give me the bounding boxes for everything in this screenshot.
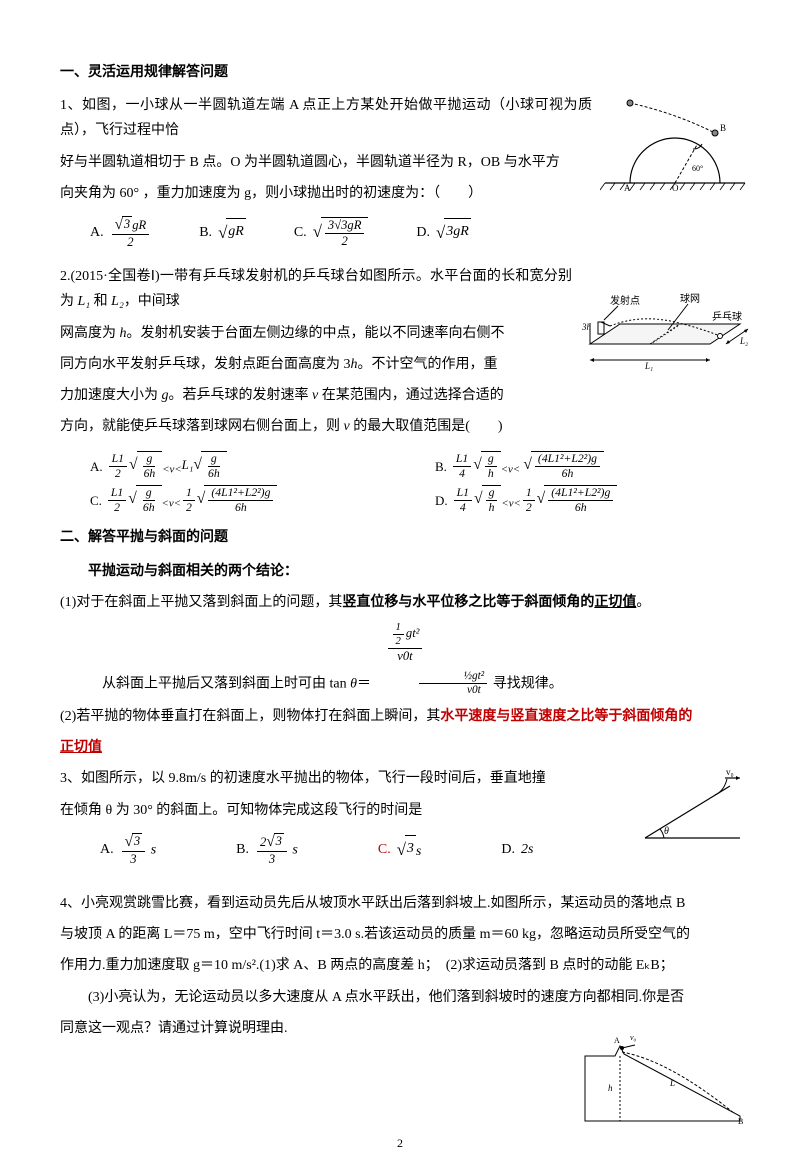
- svg-text:v₀: v₀: [726, 767, 734, 777]
- section-2-sub: 平抛运动与斜面相关的两个结论：: [60, 559, 750, 584]
- q4-line1: 4、小亮观赏跳雪比赛，看到运动员先后从坡顶水平跃出后落到斜坡上.如图所示，某运动…: [60, 891, 750, 916]
- q1-options: A. 3gR2 B. gR C. 3√3gR2 D. 3gR: [90, 216, 750, 250]
- q1-opt-a: A. 3gR2: [90, 216, 151, 250]
- figure-q2: 发射点 球网 乒乓球 3h L₁ L₂: [580, 284, 750, 383]
- q2-opt-c: C. L12g6h<v<12(4L1²+L2²)g6h: [90, 485, 405, 515]
- svg-text:θ: θ: [664, 826, 669, 837]
- q2-options: A. L12g6h<v<L₁g6h B. L14gh<v< (4L1²+L2²)…: [90, 451, 750, 515]
- conclusion-1-formula: 12gt²v0t: [60, 621, 750, 664]
- svg-text:O: O: [672, 183, 679, 193]
- svg-text:L₂: L₂: [739, 336, 748, 346]
- conclusion-2b: 正切值: [60, 735, 750, 760]
- q4-line4: (3)小亮认为，无论运动员以多大速度从 A 点水平跃出，他们落到斜坡时的速度方向…: [60, 985, 750, 1010]
- q1-opt-c: C. 3√3gR2: [294, 217, 369, 249]
- conclusion-2: (2)若平抛的物体垂直打在斜面上，则物体打在斜面上瞬间，其水平速度与竖直速度之比…: [60, 704, 750, 729]
- svg-text:发射点: 发射点: [610, 294, 640, 307]
- q2-opt-a: A. L12g6h<v<L₁g6h: [90, 451, 405, 481]
- svg-text:球网: 球网: [680, 292, 700, 305]
- svg-text:B: B: [738, 1117, 743, 1126]
- section-1-title: 一、灵活运用规律解答问题: [60, 60, 750, 85]
- svg-text:乒乓球: 乒乓球: [712, 310, 742, 323]
- q3-opt-c: C. 3s: [378, 835, 422, 865]
- opt-label: C.: [294, 220, 307, 245]
- conclusion-1: (1)对于在斜面上平抛又落到斜面上的问题，其竖直位移与水平位移之比等于斜面倾角的…: [60, 590, 750, 615]
- svg-text:L: L: [669, 1078, 675, 1088]
- q2-opt-d: D. L14gh<v<12(4L1²+L2²)g6h: [435, 485, 750, 515]
- page-number: 2: [397, 1133, 403, 1155]
- svg-text:A: A: [624, 183, 631, 193]
- q2-opt-b: B. L14gh<v< (4L1²+L2²)g6h: [435, 451, 750, 481]
- svg-text:L₁: L₁: [644, 361, 653, 371]
- opt-label: A.: [90, 220, 104, 245]
- q3-options: A. 33 s B. 233 s C. 3s D. 2s: [100, 833, 632, 867]
- q3-opt-d: D. 2s: [501, 837, 533, 862]
- figure-q4: A B h L v₀: [580, 1026, 750, 1135]
- q3-opt-a: A. 33 s: [100, 833, 156, 867]
- q2-line5: 方向，就能使乒乓球落到球网右侧台面上，则 v 的最大取值范围是( ): [60, 414, 750, 439]
- svg-text:h: h: [608, 1083, 613, 1093]
- svg-text:60°: 60°: [692, 164, 703, 173]
- q4-line2: 与坡顶 A 的距离 L＝75 m，空中飞行时间 t＝3.0 s.若该运动员的质量…: [60, 922, 750, 947]
- svg-text:A: A: [614, 1036, 620, 1045]
- svg-text:v₀: v₀: [630, 1033, 637, 1042]
- conclusion-1-tail: 从斜面上平抛后又落到斜面上时可由 tan θ＝ ½gt²v0t 寻找规律。: [60, 670, 750, 698]
- svg-text:B: B: [720, 123, 726, 133]
- q3-opt-b: B. 233 s: [236, 833, 298, 867]
- q1-opt-d: D. 3gR: [416, 218, 470, 248]
- opt-label: D.: [416, 220, 430, 245]
- opt-label: B.: [199, 220, 212, 245]
- figure-q3: θ v₀: [640, 766, 750, 855]
- q4-line3: 作用力.重力加速度取 g＝10 m/s².(1)求 A、B 两点的高度差 h； …: [60, 953, 750, 978]
- section-2-title: 二、解答平抛与斜面的问题: [60, 525, 750, 550]
- q1-opt-b: B. gR: [199, 218, 246, 248]
- figure-q1: A O B 60°: [600, 93, 750, 202]
- q2-line4: 力加速度大小为 g。若乒乓球的发射速率 v 在某范围内，通过选择合适的: [60, 383, 750, 408]
